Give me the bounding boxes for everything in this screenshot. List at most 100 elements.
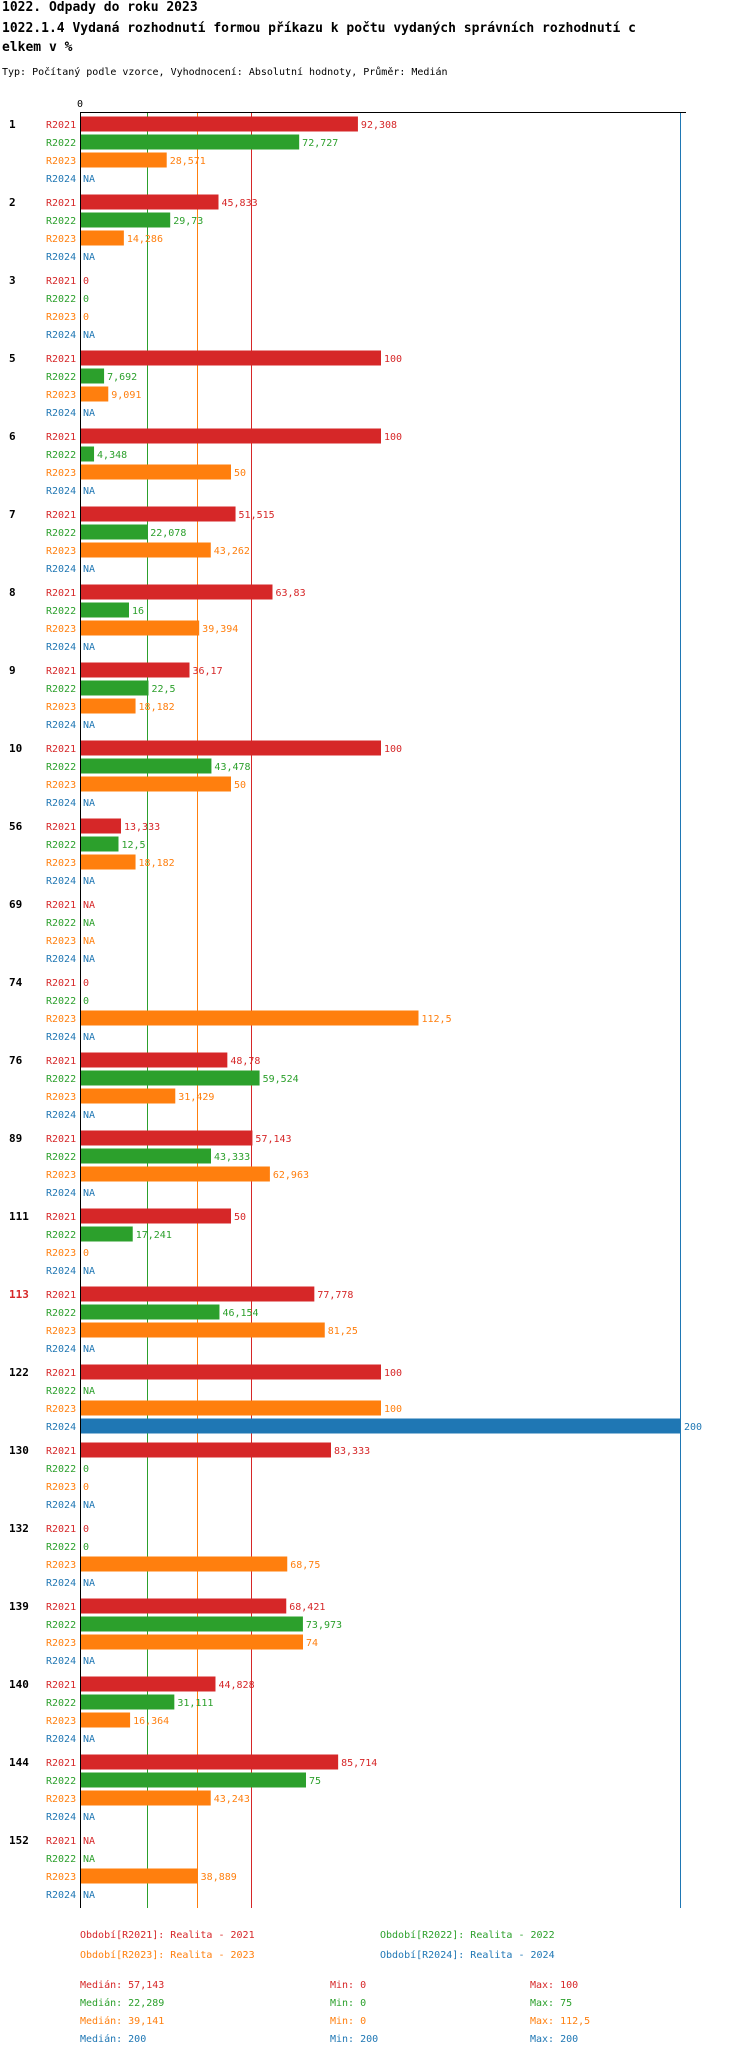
series-label-r2021: R2021 [46,432,76,443]
data-label: 13,333 [124,822,160,833]
bar-140-r2023 [81,1712,131,1728]
stat-min-r2023: Min: 0 [330,2016,366,2027]
bar-5-r2022 [81,368,105,384]
series-label-r2023: R2023 [46,468,76,479]
bar-76-r2022 [81,1070,260,1086]
data-label: 72,727 [302,138,338,149]
series-label-r2022: R2022 [46,138,76,149]
series-label-r2024: R2024 [46,876,76,887]
data-label: 100 [384,744,402,755]
series-label-r2021: R2021 [46,1758,76,1769]
chart-title-line-2: elkem v % [2,40,73,55]
data-label: 50 [234,1212,246,1223]
bar-5-r2021 [81,350,381,366]
series-label-r2024: R2024 [46,1656,76,1667]
data-label: 28,571 [170,156,206,167]
bar-113-r2022 [81,1304,220,1320]
data-label: 43,478 [214,762,250,773]
data-label: 48,78 [230,1056,260,1067]
bar-56-r2022 [81,836,119,852]
x-axis-tick-label: 0 [77,99,83,110]
series-label-r2022: R2022 [46,1854,76,1865]
data-label: 45,833 [221,198,257,209]
data-label: NA [83,936,95,947]
bar-9-r2023 [81,698,136,714]
series-label-r2024: R2024 [46,486,76,497]
data-label: 59,524 [263,1074,299,1085]
bar-6-r2023 [81,464,231,480]
bar-5-r2023 [81,386,109,402]
data-label: 68,75 [290,1560,320,1571]
group-label: 74 [9,976,23,989]
data-label: 4,348 [97,450,127,461]
series-label-r2021: R2021 [46,1368,76,1379]
series-label-r2022: R2022 [46,528,76,539]
series-label-r2022: R2022 [46,762,76,773]
data-label: NA [83,486,95,497]
bar-2-r2021 [81,194,219,210]
page-title: 1022. Odpady do roku 2023 [2,0,198,15]
bar-7-r2022 [81,524,148,540]
bar-122-r2023 [81,1400,381,1416]
series-label-r2022: R2022 [46,1152,76,1163]
group-label: 152 [9,1834,29,1847]
bar-56-r2023 [81,854,136,870]
data-label: 68,421 [289,1602,325,1613]
data-label: NA [83,330,95,341]
bar-113-r2023 [81,1322,325,1338]
data-label: 18,182 [139,858,175,869]
group-label: 122 [9,1366,29,1379]
data-label: 7,692 [107,372,137,383]
chart-title-line-1: 1022.1.4 Vydaná rozhodnutí formou příkaz… [2,21,636,36]
series-label-r2021: R2021 [46,588,76,599]
series-label-r2023: R2023 [46,1482,76,1493]
series-label-r2023: R2023 [46,1014,76,1025]
stat-median-r2023: Medián: 39,141 [80,2015,164,2027]
data-label: NA [83,1578,95,1589]
stat-median-r2022: Medián: 22,289 [80,1997,164,2009]
series-label-r2024: R2024 [46,1422,76,1433]
series-label-r2024: R2024 [46,252,76,263]
group-label: 132 [9,1522,29,1535]
data-label: NA [83,252,95,263]
bar-144-r2023 [81,1790,211,1806]
series-label-r2023: R2023 [46,1248,76,1259]
bar-2-r2023 [81,230,124,246]
data-label: NA [83,720,95,731]
bar-140-r2021 [81,1676,216,1692]
bar-76-r2021 [81,1052,228,1068]
data-label: 0 [83,1524,89,1535]
data-label: NA [83,1266,95,1277]
data-label: NA [83,1500,95,1511]
series-label-r2024: R2024 [46,1344,76,1355]
data-label: 29,73 [173,216,203,227]
series-label-r2023: R2023 [46,1092,76,1103]
data-label: NA [83,954,95,965]
data-label: 200 [684,1422,702,1433]
data-label: 100 [384,354,402,365]
series-label-r2023: R2023 [46,624,76,635]
series-label-r2021: R2021 [46,822,76,833]
bar-2-r2022 [81,212,171,228]
bar-140-r2022 [81,1694,175,1710]
data-label: 0 [83,1248,89,1259]
group-label: 139 [9,1600,29,1613]
data-label: 57,143 [255,1134,291,1145]
data-label: 9,091 [111,390,141,401]
series-label-r2021: R2021 [46,1290,76,1301]
data-label: 0 [83,978,89,989]
group-label: 10 [9,742,22,755]
series-label-r2023: R2023 [46,858,76,869]
series-label-r2021: R2021 [46,744,76,755]
series-label-r2024: R2024 [46,174,76,185]
stat-median-r2024: Medián: 200 [80,2033,146,2045]
stat-max-r2022: Max: 75 [530,1998,572,2009]
series-label-r2022: R2022 [46,918,76,929]
series-label-r2021: R2021 [46,198,76,209]
series-label-r2023: R2023 [46,1716,76,1727]
data-label: 77,778 [317,1290,353,1301]
series-label-r2021: R2021 [46,354,76,365]
data-label: 44,828 [218,1680,254,1691]
legend-item-r2024: Období[R2024]: Realita - 2024 [380,1949,555,1961]
